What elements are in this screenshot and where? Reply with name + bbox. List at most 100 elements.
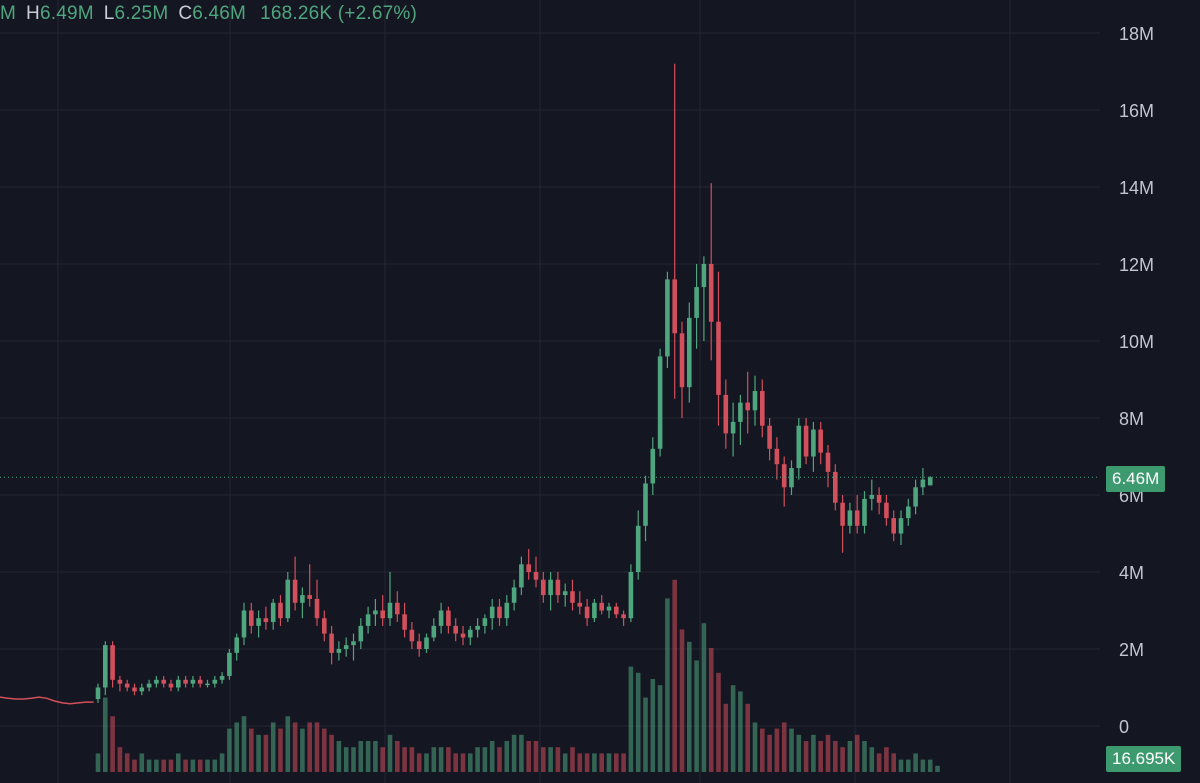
- volume-bar: [395, 741, 400, 772]
- volume-bar: [898, 759, 904, 772]
- volume-bar: [862, 741, 867, 772]
- candle-body: [752, 391, 758, 411]
- volume-bar: [745, 703, 750, 772]
- candle-body: [124, 683, 130, 688]
- candle-body: [161, 679, 166, 684]
- candle-body: [635, 525, 641, 572]
- volume-bar: [468, 753, 473, 772]
- candle-body: [117, 679, 123, 684]
- volume-bar: [183, 759, 188, 772]
- candle-body: [424, 637, 429, 649]
- candle-body: [884, 502, 889, 519]
- candle-body: [716, 321, 721, 395]
- candle-body: [913, 487, 918, 507]
- volume-bar: [453, 753, 458, 772]
- candle-body: [774, 448, 780, 465]
- candle-body: [285, 579, 291, 619]
- candle-body: [351, 641, 356, 646]
- candle-body: [628, 572, 634, 619]
- candle-body: [614, 606, 619, 615]
- volume-bar: [446, 747, 451, 772]
- volume-bar: [365, 741, 371, 772]
- candle-body: [256, 618, 261, 626]
- volume-bar: [329, 734, 334, 772]
- candle-body: [687, 317, 692, 388]
- candle-body: [840, 502, 845, 526]
- candle-body: [533, 572, 539, 580]
- candle-body: [708, 264, 714, 322]
- volume-bar: [774, 728, 780, 772]
- volume-bar: [555, 747, 561, 772]
- volume-bar: [343, 747, 349, 772]
- candle-body: [110, 645, 115, 680]
- candle-body: [227, 652, 232, 676]
- volume-bar: [263, 734, 269, 772]
- volume-bar: [584, 753, 590, 772]
- volume-bar: [687, 641, 692, 772]
- candle-body: [95, 687, 101, 700]
- volume-bar: [270, 722, 276, 772]
- volume-bar: [438, 747, 444, 772]
- volume-bar: [767, 734, 772, 772]
- candle-body: [380, 610, 385, 619]
- candle-body: [365, 614, 371, 626]
- volume-bar: [694, 660, 699, 772]
- candle-body: [927, 477, 933, 486]
- volume-bar: [577, 753, 583, 772]
- candle-body: [103, 645, 108, 688]
- candle-body: [891, 518, 896, 534]
- volume-bar: [132, 759, 137, 772]
- candle-body: [562, 591, 568, 596]
- candle-body: [570, 591, 575, 603]
- volume-bar: [227, 728, 232, 772]
- candle-body: [694, 287, 699, 318]
- volume-bar: [825, 734, 831, 772]
- candle-body: [767, 425, 772, 449]
- volume-bar: [657, 685, 663, 772]
- volume-bar: [219, 753, 225, 772]
- y-tick-label: 10M: [1119, 332, 1154, 352]
- volume-bar: [351, 747, 356, 772]
- volume-bar: [884, 747, 889, 772]
- candle-body: [854, 510, 860, 526]
- volume-bar: [475, 747, 480, 772]
- volume-bar: [906, 759, 911, 772]
- candle-body: [197, 679, 203, 684]
- volume-bar: [358, 741, 364, 772]
- change-value: 168.26K (+2.67%): [260, 3, 417, 24]
- volume-bar: [665, 598, 670, 772]
- volume-bar: [796, 734, 802, 772]
- volume-bar: [460, 753, 466, 772]
- y-tick-label: 12M: [1119, 255, 1154, 275]
- volume-bar: [818, 741, 823, 772]
- volume-bar: [526, 741, 531, 772]
- volume-bar: [409, 747, 415, 772]
- volume-bar: [190, 759, 196, 772]
- volume-bar: [241, 716, 247, 772]
- volume-bar: [723, 703, 729, 772]
- volume-bar: [738, 691, 743, 772]
- candle-body: [416, 641, 422, 649]
- candle-body: [446, 610, 451, 626]
- volume-bar: [256, 734, 261, 772]
- candle-body: [154, 679, 159, 684]
- candle-body: [555, 579, 561, 596]
- candle-body: [263, 618, 269, 623]
- candle-body: [270, 602, 276, 623]
- close-key: C: [178, 3, 193, 24]
- volume-bar: [548, 747, 553, 772]
- candle-body: [329, 633, 334, 653]
- volume-bar: [278, 728, 283, 772]
- candle-body: [825, 452, 831, 472]
- candle-body: [862, 498, 867, 526]
- candle-body: [300, 595, 305, 603]
- volume-bar: [424, 753, 429, 772]
- y-tick-label: 18M: [1119, 24, 1154, 44]
- volume-bar: [387, 734, 393, 772]
- volume-bar: [519, 734, 524, 772]
- candle-body: [168, 683, 174, 688]
- volume-bar: [876, 753, 882, 772]
- volume-bar: [511, 734, 517, 772]
- candle-body: [343, 645, 349, 649]
